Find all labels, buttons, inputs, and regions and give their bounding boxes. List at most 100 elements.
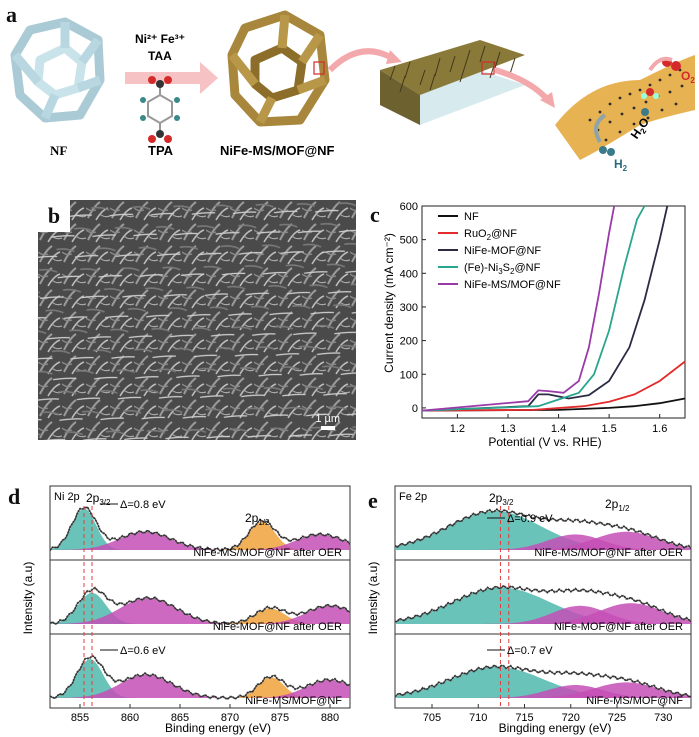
xps-fit-peak [50,605,350,624]
xps-row-frame [394,633,692,709]
xps-fit-peak [395,531,691,550]
xps-fit-peak [395,666,691,698]
chart-legend: NF RuO2@NF NiFe-MOF@NF (Fe)-Ni3S2@NF NiF… [438,211,561,291]
delta-bottom-label: Δ=0.6 eV [120,645,166,657]
arrow-1 [125,62,218,94]
xps-ni-chart: NiFe-MS/MOF@NF after OER NiFe-MOF@NF afte… [21,485,351,735]
xps-envelope [394,585,692,623]
xps-fit-peak [395,511,691,550]
xps-fit-peak [395,603,691,624]
panel-a-letter: a [6,2,17,27]
c-ytick-label: 200 [400,336,418,348]
peak-32-label: 2p3/2 [86,491,111,507]
xps-xtick-label: 715 [515,712,533,724]
legend-nife-mof: NiFe-MOF@NF [464,245,541,257]
c-xtick-label: 1.3 [500,423,515,435]
sem-image: b 1 µm [38,200,356,440]
xps-envelope [394,664,692,698]
mof-foam-illustration [227,10,330,127]
c-plot-frame [421,205,686,419]
xps-xtick-label: 855 [71,712,89,724]
c-series-1 [421,360,686,412]
zoomed-sheet [555,55,695,160]
delta-top-label: Δ=0.9 eV [507,513,553,525]
panel-e-letter: e [368,488,378,513]
xps-xtick-label: 865 [171,712,189,724]
panel-a-schematic: NF Ni²⁺ Fe³⁺ TAA TPA NiFe-MS/MOF@NF [10,10,695,173]
lsv-chart: 1.2 1.3 1.4 1.5 1.6 0 100 200 300 400 500 600 NF Ru… [382,201,686,449]
c-ytick-label: 600 [400,201,418,213]
c-xtick-label: 1.5 [601,423,616,435]
xps-xtick-label: 725 [608,712,626,724]
xps-fe-chart: NiFe-MS/MOF@NF after OER NiFe-MOF@NF afte… [366,485,692,735]
xps-xtick-label: 710 [469,712,487,724]
xps-row-label: NiFe-MOF@NF after OER [213,621,342,633]
xps-row-label: NiFe-MS/MOF@NF [245,695,342,707]
xps-row-label: NiFe-MS/MOF@NF after OER [534,547,683,559]
d-ylabel: Intensity (a.u) [21,562,35,635]
peak-12-label: 2p1/2 [245,511,270,527]
xps-row-frame [49,633,351,709]
xps-fit-peak [50,508,350,550]
c-ytick-label: 0 [412,403,418,415]
legend-fe-ni3s2: (Fe)-Ni3S2@NF [464,262,541,276]
xps-title: Ni 2p [54,491,80,503]
delta-bottom-label: Δ=0.7 eV [507,645,553,657]
xps-row-label: NiFe-MS/MOF@NF [586,695,683,707]
xps-fit-peak [50,531,350,550]
peak-12-label: 2p1/2 [605,497,630,513]
delta-top-label: Δ=0.8 eV [120,499,166,511]
legend-nf: NF [464,211,479,223]
o2-label: O2 [681,69,695,85]
xps-fit-peak [50,592,350,624]
c-xtick-label: 1.2 [450,423,465,435]
xps-fit-peak [50,534,350,550]
c-series-4 [421,205,616,412]
c-xtick-label: 1.6 [652,423,667,435]
nf-foam-illustration [10,17,105,123]
product-label: NiFe-MS/MOF@NF [220,143,335,158]
c-ylabel: Current density (mA cm⁻²) [382,233,396,373]
tpa-label: TPA [148,143,174,158]
xps-fit-peak [50,677,350,698]
h2-label: H2 [614,157,628,173]
xps-xtick-label: 875 [271,712,289,724]
sem-texture [38,200,356,440]
xps-envelope [49,587,351,625]
xps-fit-peak [50,674,350,698]
xps-fit-peak [50,598,350,624]
legend-ruo2: RuO2@NF [464,228,517,242]
scale-bar: 1 µm [315,413,340,430]
xps-fit-peak [395,682,691,698]
xps-xtick-label: 730 [654,712,672,724]
c-xlabel: Potential (V vs. RHE) [488,435,601,449]
e-xlabel: Bingding energy (eV) [499,721,612,735]
scale-label: 1 µm [315,413,340,425]
e-ylabel: Intensity (a.u) [366,562,380,635]
c-xtick-label: 1.4 [551,423,566,435]
tpa-molecule [147,85,173,133]
xps-envelope [49,506,351,552]
xps-xtick-label: 880 [321,712,339,724]
xps-xtick-label: 870 [221,712,239,724]
xps-xtick-label: 860 [121,712,139,724]
xps-fit-peak [50,608,350,624]
c-ytick-label: 400 [400,268,418,280]
panel-c-letter: c [370,202,380,227]
d-xlabel: Binding energy (eV) [165,721,271,735]
xps-fit-peak [50,521,350,550]
xps-xtick-label: 705 [423,712,441,724]
panel-b-letter: b [38,200,70,232]
c-ytick-label: 100 [400,369,418,381]
arrow-2 [327,48,394,73]
peak-32-label: 2p3/2 [489,491,514,507]
xps-row-label: NiFe-MS/MOF@NF after OER [193,547,342,559]
c-ytick-label: 300 [400,302,418,314]
legend-nife-ms-mof: NiFe-MS/MOF@NF [464,279,561,291]
xps-xtick-label: 720 [562,712,580,724]
c-series-2 [421,205,669,412]
xps-title: Fe 2p [399,491,427,503]
c-ytick-label: 500 [400,235,418,247]
xps-row-label: NiFe-MOF@NF after OER [554,621,683,633]
xps-envelope [49,655,351,700]
